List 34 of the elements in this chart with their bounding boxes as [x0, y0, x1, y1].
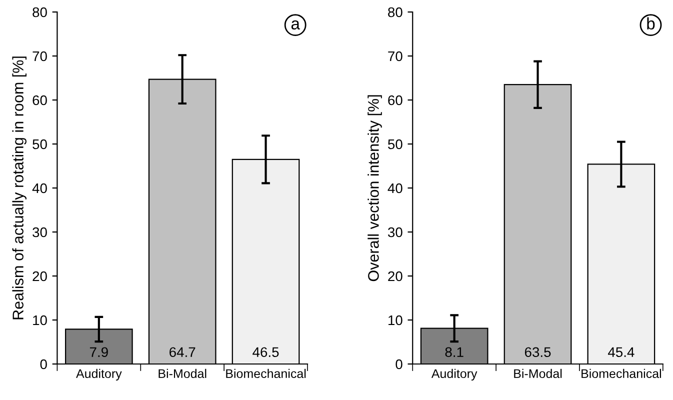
y-tick-label: 40: [32, 183, 47, 194]
data-label: 7.9: [90, 347, 108, 358]
y-tick-label: 40: [388, 183, 402, 194]
y-tick-label: 60: [388, 95, 402, 106]
y-tick-label: 70: [32, 51, 47, 62]
data-label: 64.7: [170, 347, 196, 358]
y-tick-label: 20: [388, 271, 402, 282]
annotation: a: [291, 20, 300, 30]
y-tick-label: 80: [32, 7, 47, 18]
x-tick-label: Auditory: [431, 368, 478, 381]
x-tick-label: Bi-Modal: [158, 368, 206, 378]
x-tick-label: Bi-Modal: [514, 368, 562, 378]
y-tick-label: 10: [33, 315, 47, 326]
y-tick-label: 30: [388, 227, 402, 238]
data-label: 8.1: [445, 347, 464, 358]
x-tick-label: Biomechanical: [226, 368, 306, 378]
y-tick-label: 0: [396, 359, 402, 370]
y-tick-label: 10: [388, 315, 402, 326]
y-tick-label: 60: [32, 95, 47, 106]
x-tick-label: Biomechanical: [582, 368, 662, 378]
y-tick-label: 20: [32, 271, 47, 282]
data-label: 45.4: [608, 347, 634, 358]
data-label: 63.5: [524, 347, 551, 358]
y-tick-label: 0: [40, 359, 47, 370]
y-tick-label: 50: [32, 139, 47, 150]
data-label: 46.5: [252, 347, 279, 358]
y-axis-title: Realism of actually rotating in room [%]: [12, 56, 26, 320]
y-tick-label: 70: [388, 51, 402, 62]
x-tick-label: Auditory: [76, 368, 122, 381]
y-tick-label: 80: [388, 7, 402, 18]
annotation: b: [647, 17, 655, 30]
y-tick-label: 50: [388, 139, 402, 150]
y-tick-label: 30: [32, 227, 47, 238]
y-axis-title: Overall vection intensity [%]: [368, 95, 382, 282]
